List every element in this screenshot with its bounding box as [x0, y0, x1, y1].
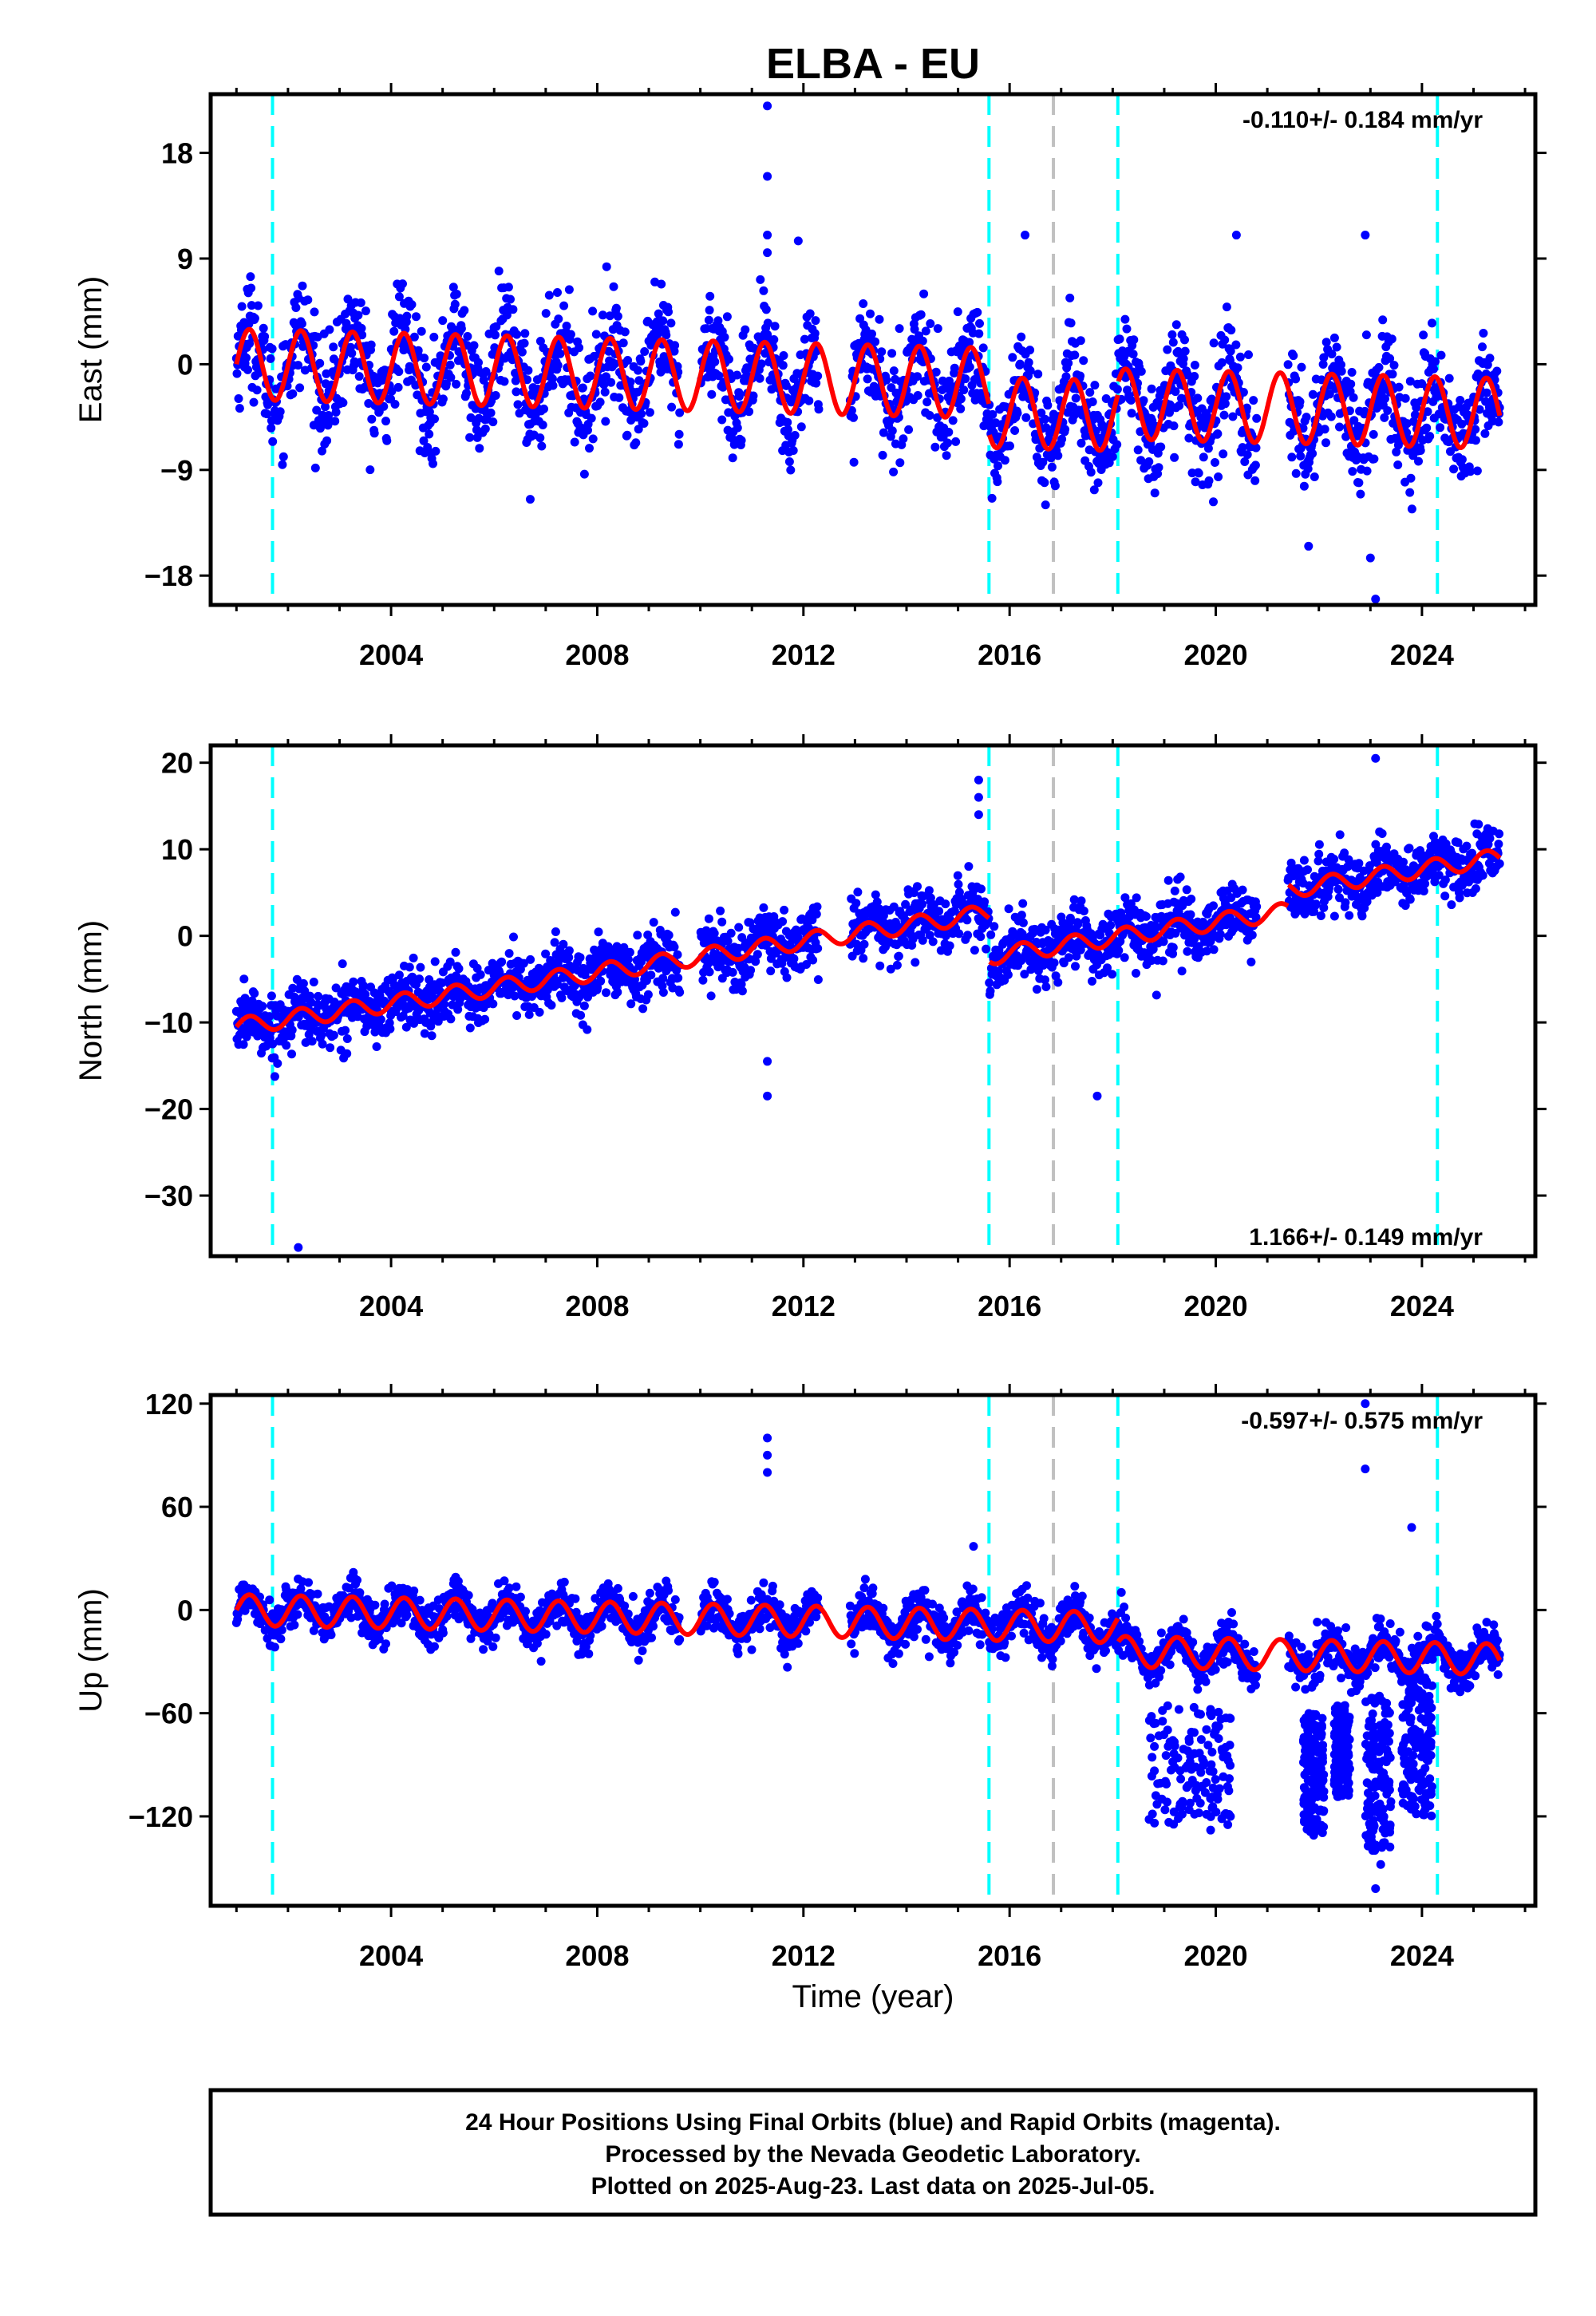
footer-box: [208, 2088, 1538, 2217]
y-axis-label-east: East (mm): [73, 276, 109, 423]
data-points-up: [231, 1567, 1504, 1856]
model-fit-line-north: [234, 848, 1502, 1033]
x-tick-label: 2008: [565, 1290, 629, 1322]
x-tick-label: 2012: [772, 1290, 836, 1322]
x-tick-label: 2008: [565, 1939, 629, 1972]
x-tick-label: 2016: [978, 1290, 1041, 1322]
outlier-point: [763, 1433, 772, 1443]
x-tick-label: 2004: [359, 638, 423, 671]
footer-line-1: 24 Hour Positions Using Final Orbits (bl…: [465, 2109, 1281, 2136]
x-tick-label: 2020: [1183, 1290, 1247, 1322]
outlier-point: [763, 248, 772, 258]
y-tick-label: −30: [144, 1180, 193, 1212]
model-fit-line-east: [234, 326, 1503, 453]
outlier-point: [763, 101, 772, 111]
outlier-point: [1361, 231, 1370, 240]
y-tick-label: 0: [177, 348, 193, 381]
outlier-point: [1371, 1883, 1381, 1893]
y-tick-label: 60: [161, 1491, 193, 1524]
outlier-point: [525, 495, 535, 504]
outlier-point: [1365, 553, 1375, 563]
chart-title: ELBA - EU: [766, 40, 980, 88]
panels-layer: 2004 2008 2012 2016 2020 2024 −18 −9 0 9 18 East (m…: [73, 83, 1547, 1972]
x-tick-label: 2012: [772, 1939, 836, 1972]
y-tick-label: 9: [177, 243, 193, 275]
outlier-point: [294, 1243, 303, 1252]
outlier-point: [1309, 1831, 1318, 1840]
outlier-point: [763, 172, 772, 181]
y-tick-label: −10: [144, 1006, 193, 1039]
outlier-point: [1361, 1464, 1370, 1474]
y-tick-label: 0: [177, 1594, 193, 1626]
footer-line-3: Plotted on 2025-Aug-23. Last data on 202…: [591, 2173, 1156, 2199]
x-tick-label: 2024: [1390, 1939, 1454, 1972]
x-tick-label: 2024: [1390, 638, 1454, 671]
data-points-north: [231, 819, 1504, 1081]
y-tick-label: 120: [145, 1388, 193, 1421]
y-tick-label: 18: [161, 137, 193, 170]
y-tick-label: −120: [128, 1800, 193, 1833]
y-tick-label: 10: [161, 833, 193, 866]
outlier-point: [1206, 1825, 1215, 1835]
y-axis-label-up: Up (mm): [73, 1588, 109, 1713]
rate-label-up: -0.597+/- 0.575 mm/yr: [1241, 1408, 1483, 1434]
outlier-point: [1376, 1860, 1385, 1869]
x-tick-label: 2016: [978, 638, 1041, 671]
outlier-point: [1407, 1523, 1416, 1532]
panel-plot-area: [231, 745, 1504, 1256]
panel-frame: [208, 92, 1538, 607]
outlier-point: [763, 1057, 772, 1066]
y-tick-label: −18: [144, 559, 193, 592]
x-tick-label: 2004: [359, 1939, 423, 1972]
outlier-point: [1304, 541, 1314, 551]
panel-frame: [208, 1393, 1538, 1908]
outlier-point: [1021, 231, 1030, 240]
x-axis-label: Time (year): [792, 1979, 954, 2014]
outlier-point: [1231, 231, 1241, 240]
outlier-point: [974, 792, 983, 802]
outlier-point: [974, 775, 983, 785]
model-fit-line-up: [234, 1592, 1503, 1677]
rate-label-east: -0.110+/- 0.184 mm/yr: [1242, 107, 1483, 133]
x-tick-label: 2016: [978, 1939, 1041, 1972]
y-tick-label: −20: [144, 1093, 193, 1126]
outlier-point: [763, 1468, 772, 1477]
x-tick-label: 2020: [1183, 1939, 1247, 1972]
y-tick-label: 0: [177, 920, 193, 953]
panel-plot-area: [231, 94, 1504, 605]
y-tick-label: −60: [144, 1697, 193, 1730]
x-tick-label: 2012: [772, 638, 836, 671]
y-tick-label: 20: [161, 747, 193, 780]
panel-up: 2004 2008 2012 2016 2020 2024 −120 −60 0 60 120 Up …: [73, 1384, 1547, 1972]
y-axis-label-north: North (mm): [73, 920, 109, 1081]
x-tick-label: 2008: [565, 638, 629, 671]
footer-line-2: Processed by the Nevada Geodetic Laborat…: [605, 2141, 1140, 2168]
outlier-point: [1371, 753, 1381, 763]
outlier-point: [763, 1450, 772, 1460]
rate-label-north: 1.166+/- 0.149 mm/yr: [1249, 1224, 1483, 1251]
x-tick-label: 2004: [359, 1290, 423, 1322]
outlier-point: [1371, 595, 1381, 604]
panel-plot-area: [231, 1395, 1504, 1906]
outlier-point: [969, 1542, 978, 1551]
panel-north: 2004 2008 2012 2016 2020 2024 −30 −20 −10 0 10 20 No…: [73, 734, 1547, 1322]
outlier-point: [974, 810, 983, 820]
outlier-point: [793, 236, 803, 246]
panel-east: 2004 2008 2012 2016 2020 2024 −18 −9 0 9 18 East (m…: [73, 83, 1547, 671]
y-tick-label: −9: [160, 454, 193, 487]
outlier-point: [1361, 1399, 1370, 1409]
outlier-point: [1092, 1091, 1102, 1101]
x-tick-label: 2020: [1183, 638, 1247, 671]
panel-frame: [208, 743, 1538, 1259]
outlier-point: [763, 231, 772, 240]
data-points-east: [231, 262, 1504, 514]
outlier-point: [763, 1091, 772, 1101]
x-tick-label: 2024: [1390, 1290, 1454, 1322]
